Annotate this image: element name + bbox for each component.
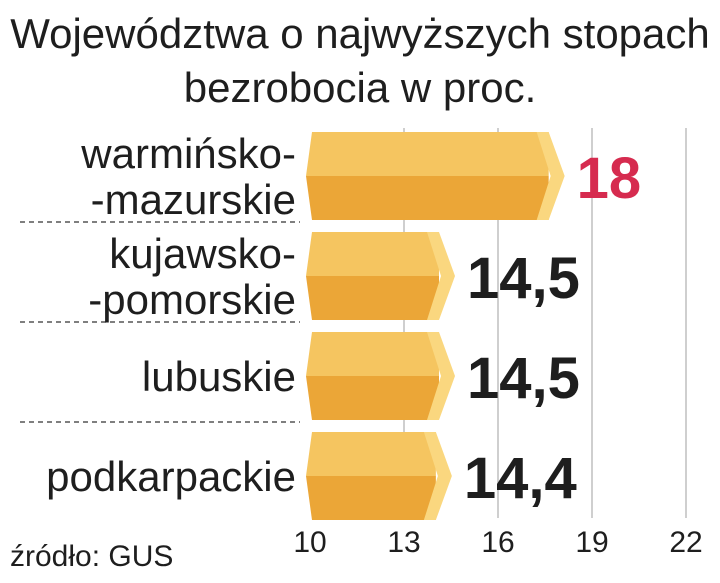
bar-end-cap	[536, 132, 565, 220]
value-label: 14,5	[467, 346, 580, 411]
chart-title-line: Województwa o najwyższych stopach	[10, 10, 710, 57]
x-axis-ticks: 10 13 16 19 22	[293, 526, 702, 559]
bar	[306, 132, 565, 220]
chart-title-line: bezrobocia w proc.	[184, 64, 537, 111]
category-label: warmińsko-	[80, 130, 296, 177]
x-tick-label: 10	[293, 526, 326, 559]
bar-end-cap	[427, 232, 455, 320]
x-tick-label: 16	[481, 526, 514, 559]
bar-top-face	[306, 132, 549, 176]
x-tick-label: 22	[669, 526, 702, 559]
bar	[306, 332, 455, 420]
x-tick-label: 13	[387, 526, 420, 559]
bar	[306, 432, 452, 520]
bar-bottom-face	[306, 176, 549, 220]
bar-bottom-face	[306, 376, 439, 420]
category-label: podkarpackie	[46, 453, 296, 500]
x-tick-label: 19	[575, 526, 608, 559]
bar-bottom-face	[306, 476, 436, 520]
source-label: źródło: GUS	[10, 540, 173, 573]
value-label: 14,4	[464, 446, 577, 511]
bar-top-face	[306, 332, 439, 376]
value-label: 18	[577, 146, 642, 211]
category-label: -pomorskie	[88, 276, 296, 323]
bar-bottom-face	[306, 276, 439, 320]
category-label: kujawsko-	[109, 230, 296, 277]
chart-title: Województwa o najwyższych stopach bezrobo…	[10, 10, 710, 111]
category-label: -mazurskie	[91, 176, 296, 223]
value-labels: 18 14,5 14,5 14,4	[464, 146, 641, 511]
bar-end-cap	[427, 332, 455, 420]
bar	[306, 232, 455, 320]
bar-end-cap	[423, 432, 452, 520]
row-separators	[20, 221, 300, 423]
bar-top-face	[306, 232, 439, 276]
category-label: lubuskie	[142, 353, 296, 400]
bar-top-face	[306, 432, 436, 476]
value-label: 14,5	[467, 246, 580, 311]
category-labels: warmińsko--mazurskie kujawsko--pomorskie l…	[46, 130, 296, 500]
bars	[306, 132, 565, 520]
